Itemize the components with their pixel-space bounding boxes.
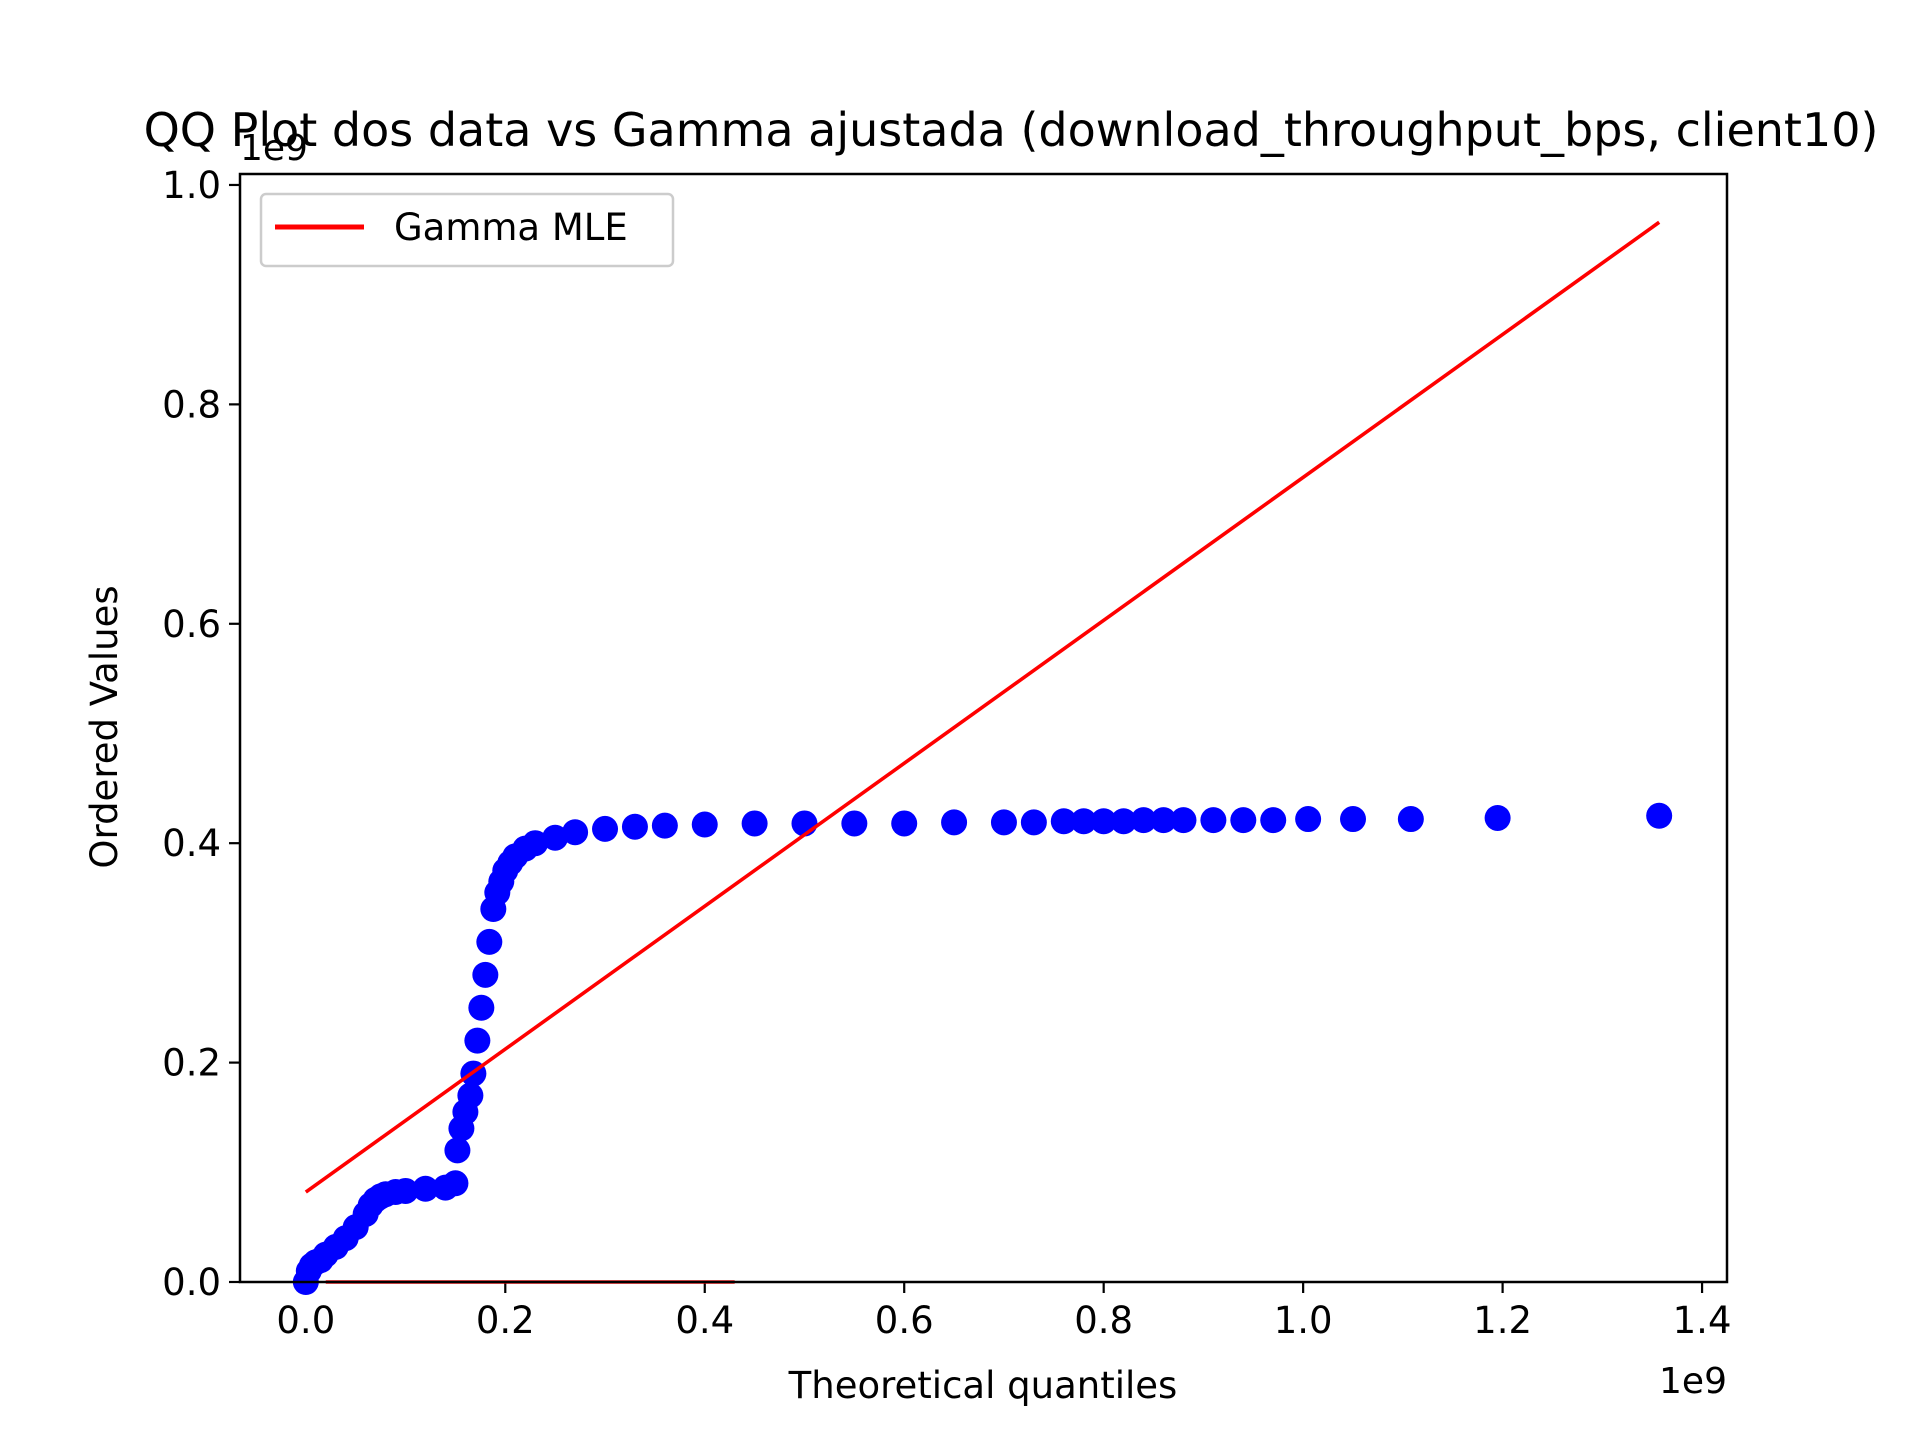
x-tick-label: 1.4: [1673, 1299, 1732, 1342]
qq-data-point: [592, 815, 619, 842]
qq-data-point: [1230, 807, 1257, 834]
qq-data-point: [1260, 807, 1287, 834]
x-tick-label: 0.0: [276, 1299, 335, 1342]
qq-data-point: [691, 811, 718, 838]
x-offset-text: 1e9: [1659, 1361, 1727, 1402]
qq-data-point: [457, 1082, 484, 1109]
y-tick-label: 0.2: [162, 1042, 221, 1085]
gamma-mle-fit-line: [304, 220, 1661, 1194]
qq-data-point: [472, 961, 499, 988]
qq-data-point: [1050, 808, 1077, 835]
y-tick-label: 0.4: [162, 822, 221, 865]
qq-data-point: [464, 1027, 491, 1054]
y-axis-label: Ordered Values: [83, 585, 126, 868]
qq-data-point: [442, 1170, 469, 1197]
qq-data-point: [651, 812, 678, 839]
qq-data-point: [990, 809, 1017, 836]
qq-data-point: [1110, 808, 1137, 835]
qq-data-point: [741, 810, 768, 837]
qq-data-point: [412, 1175, 439, 1202]
qq-data-point: [1340, 806, 1367, 833]
qq-data-point: [841, 810, 868, 837]
chart-title: QQ Plot dos data vs Gamma ajustada (down…: [144, 103, 1879, 157]
qq-data-point: [476, 928, 503, 955]
qq-data-point: [1200, 807, 1227, 834]
qq-data-point: [1397, 806, 1424, 833]
x-tick-label: 0.6: [875, 1299, 934, 1342]
qq-data-point: [1130, 807, 1157, 834]
qq-data-point: [1295, 806, 1322, 833]
y-tick-label: 1.0: [162, 164, 221, 207]
x-tick-label: 0.8: [1074, 1299, 1133, 1342]
x-axis-label: Theoretical quantiles: [788, 1364, 1178, 1407]
qq-data-point: [468, 994, 495, 1021]
qq-data-point: [562, 819, 589, 846]
qq-data-point: [1090, 808, 1117, 835]
x-tick-label: 1.0: [1274, 1299, 1333, 1342]
qq-data-point: [1646, 802, 1673, 829]
y-offset-text: 1e9: [240, 128, 308, 169]
qq-data-point: [542, 824, 569, 851]
axis-ticks: 0.0 0.2 0.4 0.6 0.8 1.0 1.2 1.4 0.0 0.2 0.4 0.6 0.8 1…: [162, 164, 1731, 1342]
qq-data-point: [1170, 807, 1197, 834]
legend-label-gamma-mle: Gamma MLE: [394, 206, 628, 249]
x-tick-label: 1.2: [1473, 1299, 1532, 1342]
qq-data-point: [1150, 807, 1177, 834]
plot-area: [292, 220, 1673, 1295]
legend-box: [259, 192, 675, 268]
x-tick-label: 0.2: [476, 1299, 535, 1342]
qq-data-point: [522, 830, 549, 857]
legend: Gamma MLE: [259, 192, 675, 268]
x-tick-label: 0.4: [675, 1299, 734, 1342]
qq-data-point: [1070, 808, 1097, 835]
y-tick-label: 0.8: [162, 383, 221, 426]
qq-data-point: [621, 813, 648, 840]
qq-data-point: [941, 809, 968, 836]
y-tick-label: 0.6: [162, 603, 221, 646]
qq-data-point: [1020, 809, 1047, 836]
axes-frame: [238, 172, 1729, 1284]
y-tick-label: 0.0: [162, 1261, 221, 1304]
qq-data-point: [444, 1137, 471, 1164]
qq-data-point: [392, 1177, 419, 1204]
qq-data-point: [891, 810, 918, 837]
qq-data-point: [1484, 804, 1511, 831]
